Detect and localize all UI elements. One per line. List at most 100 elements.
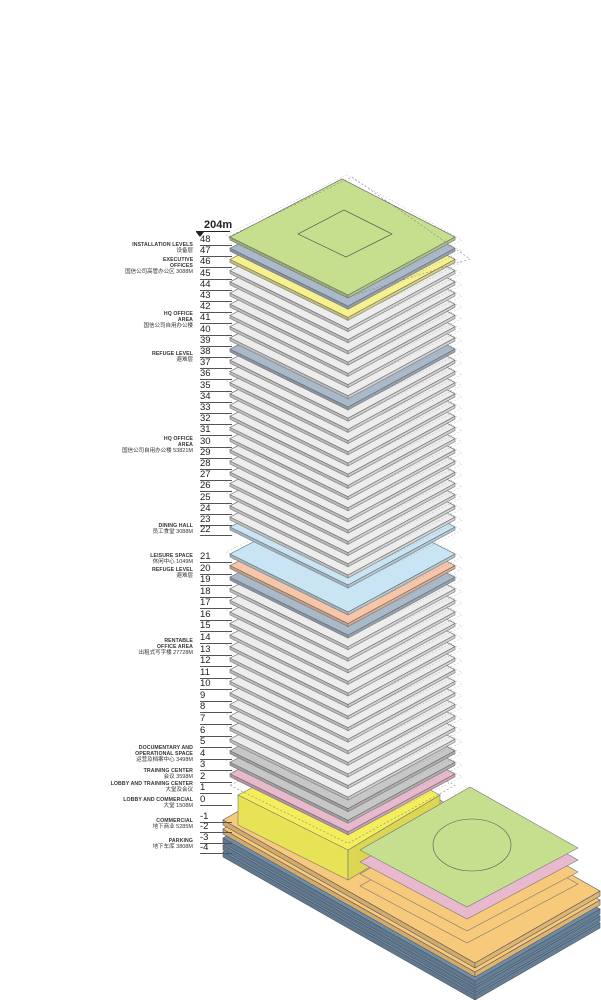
floor-number: 3	[200, 760, 232, 772]
floor-number: -2	[200, 822, 232, 833]
floor-number: -4	[200, 843, 232, 854]
floor-number: 22	[200, 525, 232, 536]
label-en: LOBBY AND COMMERCIAL	[123, 797, 193, 803]
label-en: TRAINING CENTER	[143, 768, 193, 774]
floor-number: 31	[200, 425, 232, 437]
label-en: RENTABLE OFFICE AREA	[156, 638, 193, 651]
label-hq-office-area: HQ OFFICE AREA 国信公司自用办公楼	[113, 311, 193, 330]
floor-number: 2	[200, 771, 232, 783]
floor-number: 0	[200, 794, 232, 806]
label-dining-hall: DINING HALL 员工食堂 3088M	[153, 523, 193, 536]
label-lobby-commercial: LOBBY AND COMMERCIAL 大堂 1508M	[123, 797, 193, 810]
floor-number: 13	[200, 644, 232, 656]
floor-number: 4	[200, 748, 232, 760]
floor-number: 9	[200, 690, 232, 702]
floor-number: 16	[200, 609, 232, 621]
floor-number: 26	[200, 481, 232, 493]
floor-number: 32	[200, 414, 232, 426]
podium-roof-circle	[432, 818, 512, 872]
label-en: DOCUMENTARY AND OPERATIONAL SPACE	[135, 745, 193, 758]
label-commercial: COMMERCIAL 地下商业 5285M	[153, 818, 193, 831]
floor-number: 20	[200, 563, 232, 575]
floor-number: 7	[200, 713, 232, 725]
floor-number: 35	[200, 380, 232, 392]
label-en: LOBBY AND TRAINING CENTER	[110, 781, 193, 787]
floor-number: 8	[200, 702, 232, 714]
label-cn: 地下车库 3808M	[152, 844, 193, 851]
floor-number: 25	[200, 492, 232, 504]
floor-number: 1	[200, 783, 232, 795]
label-en: DINING HALL	[158, 523, 193, 529]
label-cn: 避难层	[176, 357, 193, 364]
floor-number: 10	[200, 679, 232, 691]
label-hq-office-area-main: HQ OFFICE AREA 国信公司自用办公楼 53821M	[113, 436, 193, 455]
podium-roof	[359, 786, 579, 908]
floor-number: 37	[200, 358, 232, 370]
floor-number: 18	[200, 586, 232, 598]
label-cn: 大堂 1508M	[163, 803, 193, 810]
label-en: INSTALLATION LEVELS	[132, 242, 193, 248]
floor-number: 30	[200, 436, 232, 448]
tower-roof	[229, 178, 456, 296]
label-parking: PARKING 地下车库 3808M	[153, 838, 193, 851]
floor-1-outline	[229, 727, 456, 844]
label-refuge-level-lower: REFUGE LEVEL 避难层	[152, 567, 193, 580]
label-installation-levels: INSTALLATION LEVELS 设备层	[132, 242, 193, 255]
roof-inner-square	[297, 209, 393, 258]
floor-number: 43	[200, 291, 232, 302]
floor-number: 19	[200, 575, 232, 587]
floor-number: 24	[200, 503, 232, 515]
floor-number: 17	[200, 598, 232, 610]
floor-number: 45	[200, 268, 232, 280]
floor-number: -3	[200, 833, 232, 844]
height-marker-arrow-icon	[196, 232, 204, 237]
floor-number: 11	[200, 667, 232, 679]
floor-number: 6	[200, 725, 232, 737]
label-cn: 避难层	[176, 573, 193, 580]
label-documentary-space: DOCUMENTARY AND OPERATIONAL SPACE 运营及档案中心…	[113, 745, 193, 764]
floor-number: 21	[200, 552, 232, 563]
floor-number: 41	[200, 313, 232, 325]
label-en: EXECUTIVE OFFICES	[163, 257, 194, 270]
label-cn: 出租式写字楼 27728M	[138, 650, 193, 657]
roof-envelope-outline	[227, 176, 471, 298]
floor-number: 44	[200, 279, 232, 291]
label-cn: 休闲中心 1049M	[152, 559, 193, 566]
label-en: HQ OFFICE AREA	[163, 311, 193, 324]
label-cn: 国信公司自用办公楼 53821M	[122, 448, 193, 455]
floor-number: 12	[200, 656, 232, 668]
label-en: COMMERCIAL	[156, 818, 193, 824]
floor-number: 46	[200, 257, 232, 269]
label-en: PARKING	[168, 838, 193, 844]
label-rentable-office-area: RENTABLE OFFICE AREA 出租式写字楼 27728M	[113, 638, 193, 657]
floor-number: 33	[200, 403, 232, 414]
label-en: REFUGE LEVEL	[152, 567, 193, 573]
floor-number: 38	[200, 347, 232, 358]
floor-number: 40	[200, 324, 232, 336]
label-cn: 员工食堂 3088M	[152, 529, 193, 536]
height-marker-line	[196, 231, 230, 232]
floor-number: 39	[200, 335, 232, 347]
floor-number: 5	[200, 737, 232, 749]
label-lobby-training-center: LOBBY AND TRAINING CENTER 大堂及会议	[111, 781, 193, 794]
floor-number: 27	[200, 470, 232, 482]
label-training-center: TRAINING CENTER 会议 3598M	[144, 768, 193, 781]
label-en: REFUGE LEVEL	[152, 351, 193, 357]
label-en: LEISURE SPACE	[150, 553, 193, 559]
floor-number: 34	[200, 391, 232, 403]
label-cn: 国信公司自用办公楼	[143, 323, 193, 330]
floor-number: 23	[200, 515, 232, 526]
floor-number: 42	[200, 302, 232, 314]
label-en: HQ OFFICE AREA	[163, 436, 193, 449]
floor-number: 15	[200, 621, 232, 633]
label-cn: 会议 3598M	[163, 774, 193, 781]
floor-number: 47	[200, 246, 232, 258]
label-cn: 地下商业 5285M	[152, 824, 193, 831]
label-leisure-space: LEISURE SPACE 休闲中心 1049M	[150, 553, 193, 566]
floor-number: -1	[200, 812, 232, 823]
label-refuge-level: REFUGE LEVEL 避难层	[152, 351, 193, 364]
label-cn: 运营及档案中心 3498M	[136, 757, 193, 764]
floor-number: 48	[200, 235, 232, 246]
